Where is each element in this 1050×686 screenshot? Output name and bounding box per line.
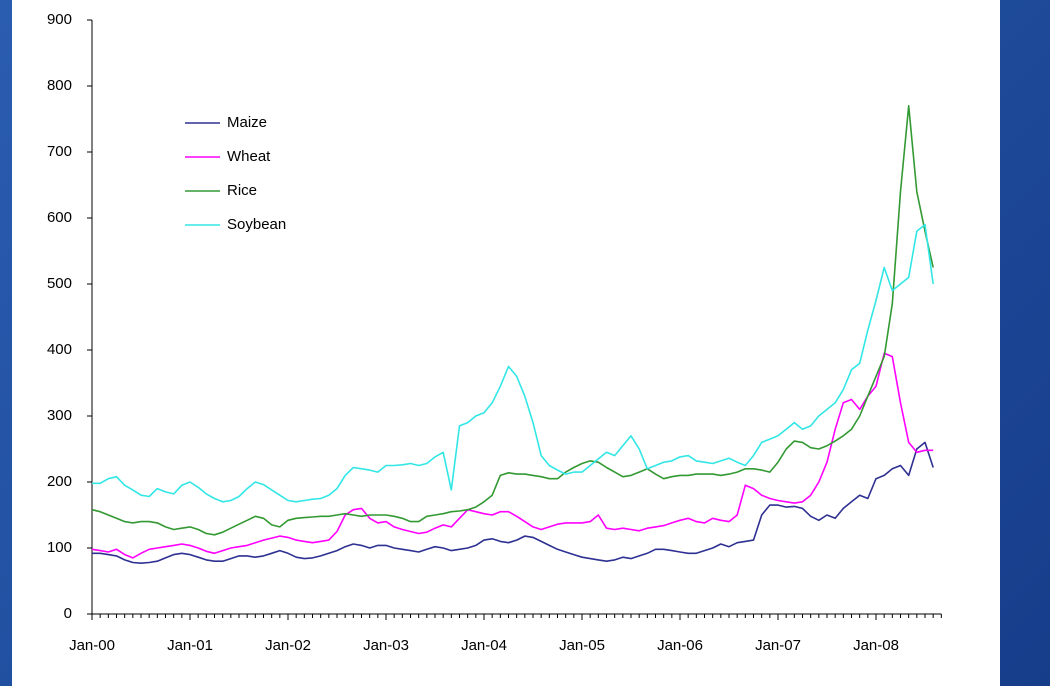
x-tick-label: Jan-05 [559, 637, 605, 654]
y-tick-label: 500 [47, 275, 72, 292]
y-tick-label: 800 [47, 77, 72, 94]
y-tick-label: 600 [47, 209, 72, 226]
x-tick-label: Jan-00 [69, 637, 115, 654]
series-line [91, 105, 934, 536]
y-tick-label: 0 [64, 605, 72, 622]
y-tick-label: 300 [47, 407, 72, 424]
x-tick-label: Jan-08 [853, 637, 899, 654]
x-tick-label: Jan-06 [657, 637, 703, 654]
legend-label: Wheat [227, 148, 271, 165]
legend-label: Maize [227, 114, 267, 131]
y-tick-label: 100 [47, 539, 72, 556]
y-tick-label: 700 [47, 143, 72, 160]
series-line [92, 223, 934, 503]
x-tick-label: Jan-02 [265, 637, 311, 654]
series-line [92, 441, 934, 564]
x-tick-label: Jan-07 [755, 637, 801, 654]
y-tick-label: 400 [47, 341, 72, 358]
series-line [91, 352, 934, 559]
y-tick-label: 900 [47, 11, 72, 28]
x-tick-label: Jan-01 [167, 637, 213, 654]
x-tick-label: Jan-04 [461, 637, 507, 654]
x-tick-label: Jan-03 [363, 637, 409, 654]
legend-label: Rice [227, 182, 257, 199]
chart-panel [12, 0, 1000, 686]
y-tick-label: 200 [47, 473, 72, 490]
legend-label: Soybean [227, 216, 286, 233]
